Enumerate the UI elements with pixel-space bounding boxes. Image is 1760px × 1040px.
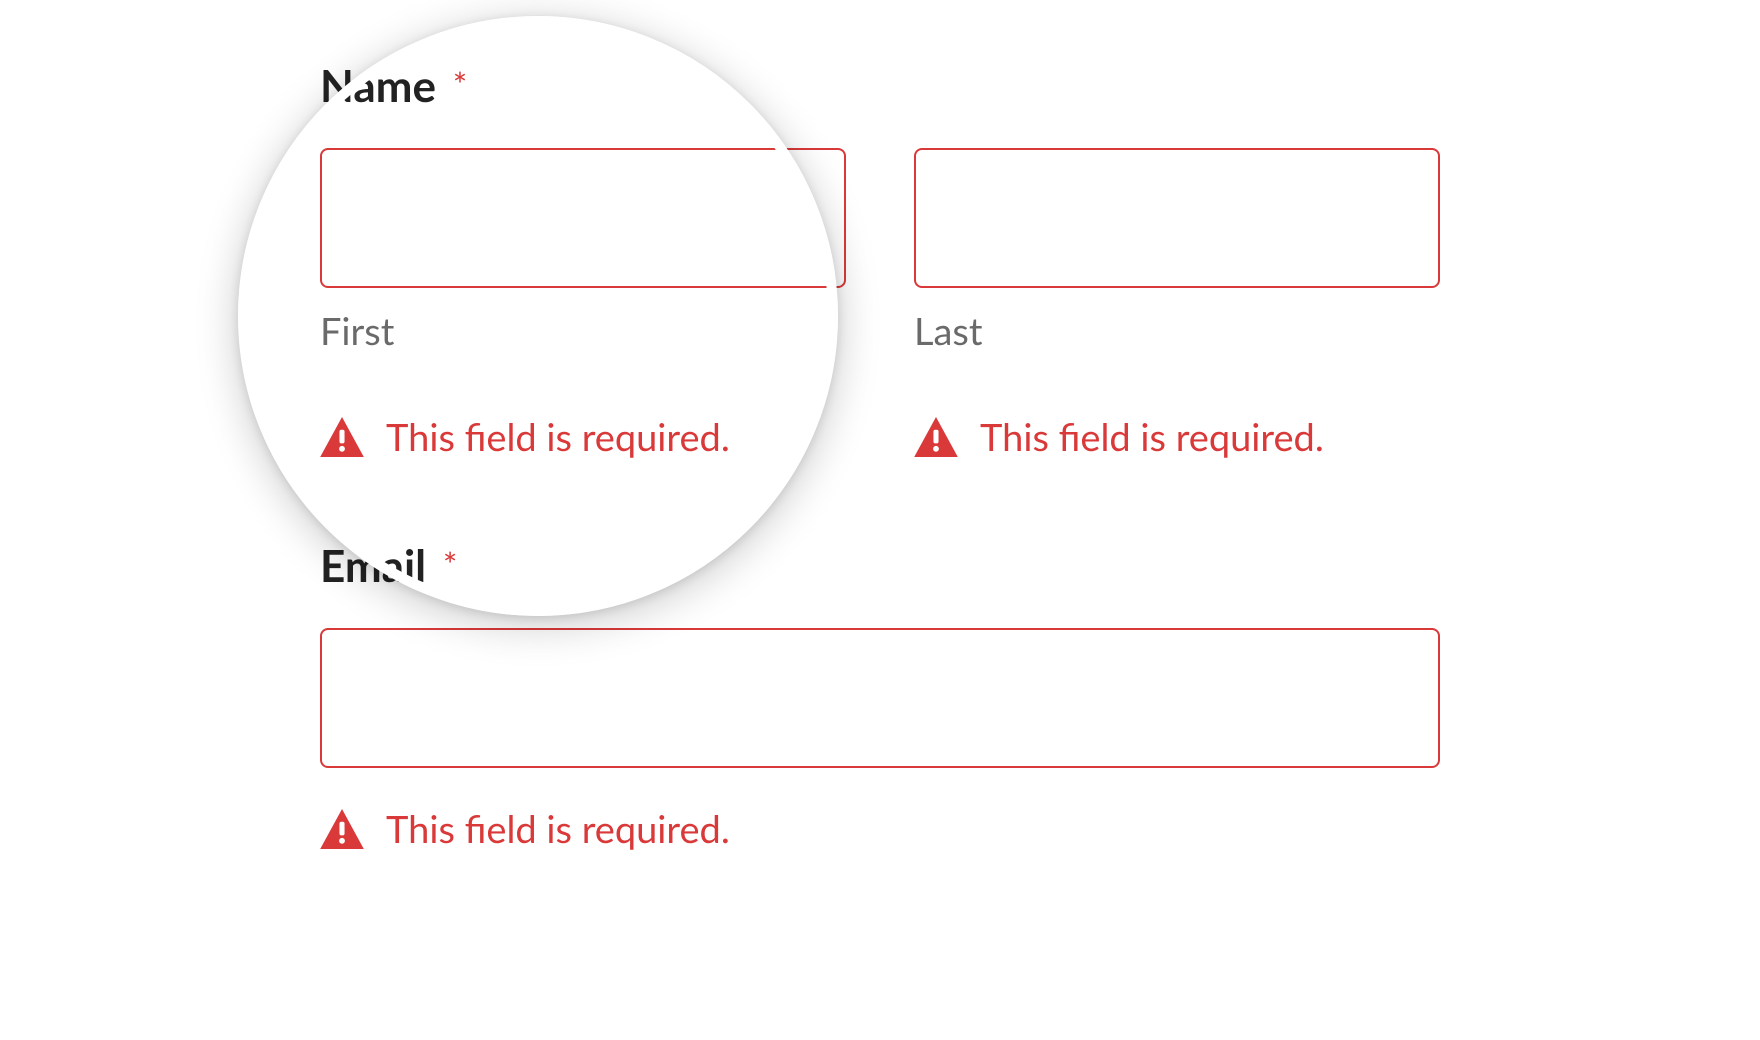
- last-name-input[interactable]: [914, 148, 1440, 288]
- warning-icon: [320, 809, 364, 849]
- first-name-wrapper: First This field is required.: [320, 148, 846, 460]
- first-name-error-text: This field is required.: [386, 414, 730, 460]
- first-name-sublabel: First: [320, 308, 846, 354]
- first-name-error: This field is required.: [320, 414, 846, 460]
- name-field-group: Name * First This field is required. Las…: [320, 60, 1440, 460]
- form-container: Name * First This field is required. Las…: [0, 60, 1760, 852]
- email-error-text: This field is required.: [386, 806, 730, 852]
- email-input[interactable]: [320, 628, 1440, 768]
- last-name-sublabel: Last: [914, 308, 1440, 354]
- required-asterisk-icon: *: [443, 544, 457, 585]
- name-label-text: Name: [320, 60, 436, 112]
- warning-icon: [914, 417, 958, 457]
- first-name-input[interactable]: [320, 148, 846, 288]
- email-label-text: Email: [320, 540, 426, 592]
- required-asterisk-icon: *: [453, 64, 467, 105]
- email-input-wrapper: This field is required.: [320, 628, 1440, 852]
- last-name-error-text: This field is required.: [980, 414, 1324, 460]
- last-name-wrapper: Last This field is required.: [914, 148, 1440, 460]
- warning-icon: [320, 417, 364, 457]
- name-inputs-row: First This field is required. Last This …: [320, 148, 1440, 460]
- email-field-group: Email * This field is required.: [320, 540, 1440, 852]
- name-label: Name *: [320, 60, 1440, 112]
- email-label: Email *: [320, 540, 1440, 592]
- last-name-error: This field is required.: [914, 414, 1440, 460]
- email-error: This field is required.: [320, 806, 1440, 852]
